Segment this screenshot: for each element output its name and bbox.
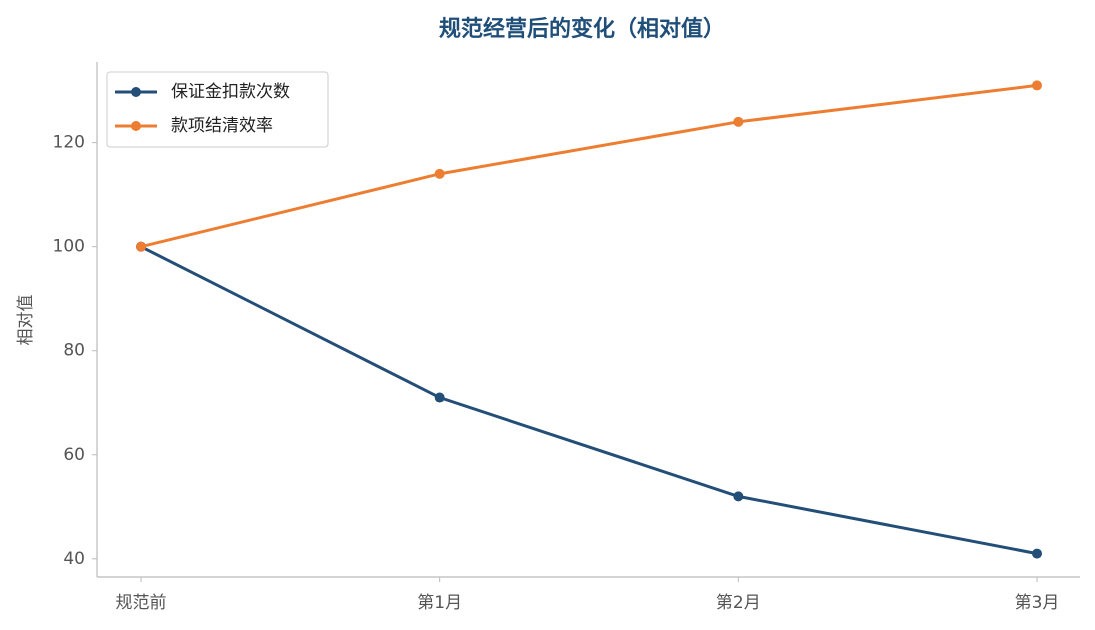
chart-title: 规范经营后的变化（相对值） bbox=[439, 16, 725, 42]
y-tick-label: 80 bbox=[63, 341, 85, 361]
legend-label: 款项结清效率 bbox=[171, 116, 273, 136]
y-axis-label: 相对值 bbox=[16, 295, 36, 346]
x-tick-label: 第2月 bbox=[716, 593, 761, 613]
point bbox=[733, 491, 744, 502]
x-tick-label: 第1月 bbox=[417, 593, 462, 613]
point bbox=[733, 116, 744, 127]
y-tick-label: 40 bbox=[63, 549, 85, 569]
point bbox=[434, 392, 445, 403]
legend-label: 保证金扣款次数 bbox=[171, 82, 290, 102]
legend-box bbox=[106, 71, 329, 148]
y-tick-label: 60 bbox=[63, 445, 85, 465]
point bbox=[434, 168, 445, 179]
x-tick-label: 规范前 bbox=[116, 593, 167, 613]
x-tick-label: 第3月 bbox=[1015, 593, 1060, 613]
y-tick-label: 100 bbox=[53, 237, 85, 257]
point bbox=[1032, 548, 1042, 559]
point bbox=[136, 241, 146, 252]
legend-marker bbox=[131, 121, 141, 131]
y-tick-label: 120 bbox=[53, 133, 85, 153]
point bbox=[1032, 80, 1042, 91]
series-line bbox=[140, 245, 1038, 556]
series-line bbox=[140, 83, 1038, 249]
legend-marker bbox=[131, 87, 141, 97]
